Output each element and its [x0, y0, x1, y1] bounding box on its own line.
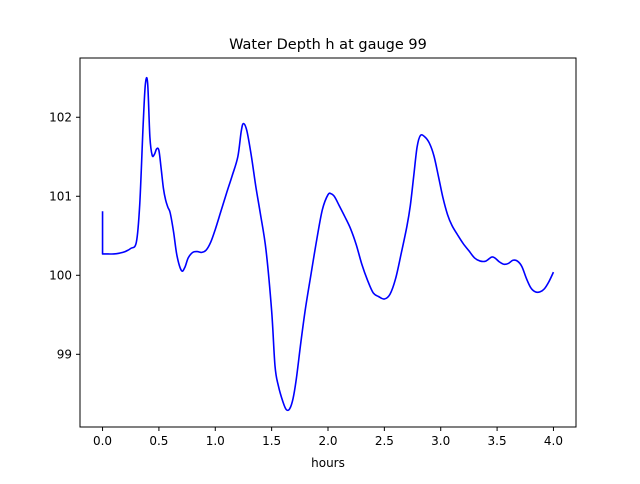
x-axis-label: hours: [311, 456, 345, 470]
x-tick-label: 1.5: [262, 434, 281, 448]
x-tick-label: 2.5: [375, 434, 394, 448]
x-tick-label: 0.5: [149, 434, 168, 448]
x-tick-label: 3.5: [488, 434, 507, 448]
series-line: [101, 76, 555, 412]
x-tick-label: 1.0: [206, 434, 225, 448]
y-tick-label: 102: [49, 110, 72, 124]
y-tick-label: 100: [49, 268, 72, 282]
x-axis: 0.0 0.5 1.0 1.5 2.0 2.5 3.0 3.5 4.0: [93, 427, 563, 448]
chart-title: Water Depth h at gauge 99: [229, 37, 427, 53]
x-tick-label: 4.0: [544, 434, 563, 448]
x-tick-label: 2.0: [318, 434, 337, 448]
x-tick-label: 0.0: [93, 434, 112, 448]
x-tick-label: 3.0: [431, 434, 450, 448]
y-tick-label: 101: [49, 189, 72, 203]
y-axis: 99 100 101 102: [49, 110, 80, 361]
y-tick-label: 99: [57, 347, 72, 361]
